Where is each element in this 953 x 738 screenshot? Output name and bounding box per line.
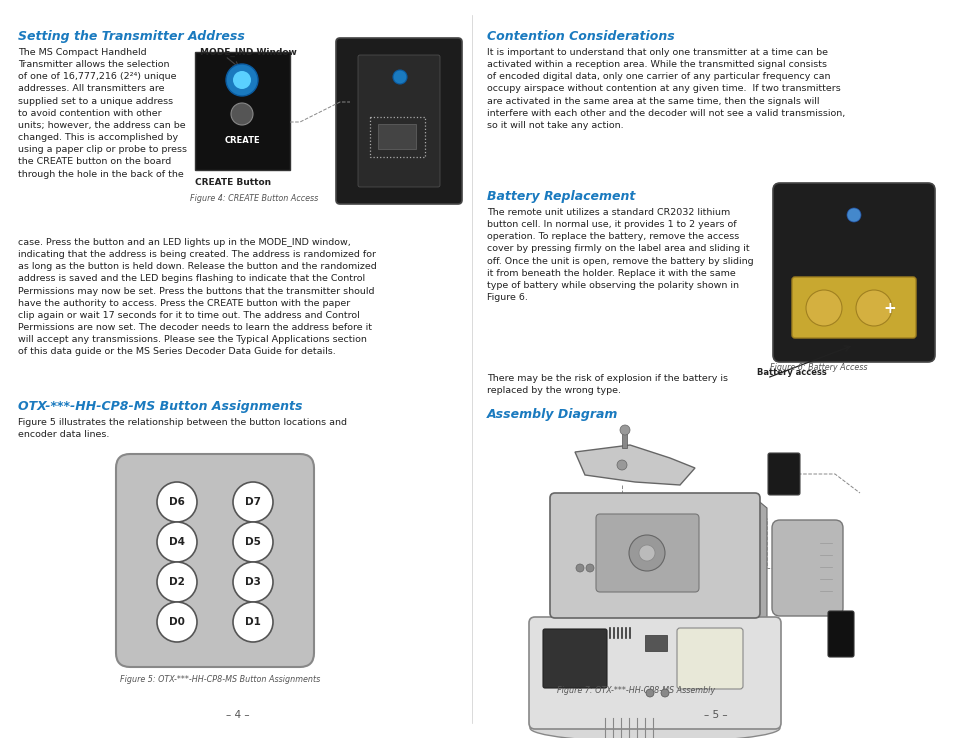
Circle shape — [231, 103, 253, 125]
FancyBboxPatch shape — [542, 629, 606, 688]
FancyBboxPatch shape — [791, 277, 915, 338]
Polygon shape — [575, 445, 695, 485]
Text: The MS Compact Handheld
Transmitter allows the selection
of one of 16,777,216 (2: The MS Compact Handheld Transmitter allo… — [18, 48, 187, 179]
Circle shape — [233, 482, 273, 522]
Circle shape — [233, 522, 273, 562]
Text: D2: D2 — [169, 577, 185, 587]
Text: Figure 6: Battery Access: Figure 6: Battery Access — [769, 363, 866, 372]
Circle shape — [157, 482, 196, 522]
Circle shape — [157, 522, 196, 562]
Text: D1: D1 — [245, 617, 261, 627]
Text: D5: D5 — [245, 537, 261, 547]
Polygon shape — [555, 613, 766, 623]
FancyBboxPatch shape — [772, 183, 934, 362]
Circle shape — [157, 562, 196, 602]
Text: +: + — [882, 300, 896, 316]
Text: – 5 –: – 5 – — [703, 710, 727, 720]
Circle shape — [393, 70, 407, 84]
FancyBboxPatch shape — [357, 55, 439, 187]
FancyBboxPatch shape — [771, 520, 842, 616]
Text: Assembly Diagram: Assembly Diagram — [486, 408, 618, 421]
Text: case. Press the button and an LED lights up in the MODE_IND window,
indicating t: case. Press the button and an LED lights… — [18, 238, 376, 356]
Polygon shape — [754, 498, 766, 623]
Circle shape — [157, 602, 196, 642]
FancyBboxPatch shape — [335, 38, 461, 204]
FancyBboxPatch shape — [827, 611, 853, 657]
Circle shape — [855, 290, 891, 326]
Text: CREATE Button: CREATE Button — [194, 178, 271, 187]
Circle shape — [576, 564, 583, 572]
Circle shape — [805, 290, 841, 326]
Circle shape — [846, 208, 861, 222]
Circle shape — [233, 71, 251, 89]
Text: – 4 –: – 4 – — [226, 710, 250, 720]
Ellipse shape — [530, 714, 780, 738]
Bar — [644, 635, 666, 651]
FancyBboxPatch shape — [550, 493, 760, 618]
Circle shape — [628, 535, 664, 571]
Text: Setting the Transmitter Address: Setting the Transmitter Address — [18, 30, 245, 43]
Text: CREATE: CREATE — [224, 136, 259, 145]
Text: There may be the risk of explosion if the battery is
replaced by the wrong type.: There may be the risk of explosion if th… — [486, 374, 727, 395]
Bar — [370, 117, 424, 157]
Text: Figure 5: OTX-***-HH-CP8-MS Button Assignments: Figure 5: OTX-***-HH-CP8-MS Button Assig… — [120, 675, 320, 684]
Text: D7: D7 — [245, 497, 261, 507]
Text: Battery access: Battery access — [757, 368, 826, 377]
Bar — [621, 430, 626, 448]
Text: Figure 4: CREATE Button Access: Figure 4: CREATE Button Access — [190, 194, 318, 203]
Circle shape — [585, 564, 594, 572]
Text: OTX-***-HH-CP8-MS Button Assignments: OTX-***-HH-CP8-MS Button Assignments — [18, 400, 302, 413]
Circle shape — [645, 689, 654, 697]
Text: It is important to understand that only one transmitter at a time can be
activat: It is important to understand that only … — [486, 48, 844, 130]
Text: Contention Considerations: Contention Considerations — [486, 30, 674, 43]
Circle shape — [619, 425, 629, 435]
Circle shape — [233, 602, 273, 642]
Circle shape — [639, 545, 655, 561]
FancyBboxPatch shape — [116, 454, 314, 667]
FancyBboxPatch shape — [596, 514, 699, 592]
Circle shape — [660, 689, 668, 697]
FancyBboxPatch shape — [529, 617, 781, 729]
FancyBboxPatch shape — [767, 453, 800, 495]
Circle shape — [226, 64, 257, 96]
Text: D6: D6 — [169, 497, 185, 507]
Text: Figure 5 illustrates the relationship between the button locations and
encoder d: Figure 5 illustrates the relationship be… — [18, 418, 347, 439]
Text: D0: D0 — [169, 617, 185, 627]
Text: D4: D4 — [169, 537, 185, 547]
Text: The remote unit utilizes a standard CR2032 lithium
button cell. In normal use, i: The remote unit utilizes a standard CR20… — [486, 208, 753, 302]
Bar — [377, 124, 416, 149]
Text: MODE_IND Window: MODE_IND Window — [200, 48, 296, 57]
Text: Battery Replacement: Battery Replacement — [486, 190, 635, 203]
Text: D3: D3 — [245, 577, 261, 587]
Circle shape — [617, 460, 626, 470]
FancyBboxPatch shape — [194, 52, 290, 170]
FancyBboxPatch shape — [677, 628, 742, 689]
Circle shape — [233, 562, 273, 602]
Text: Figure 7: OTX-***-HH-CP8-MS Assembly: Figure 7: OTX-***-HH-CP8-MS Assembly — [557, 686, 715, 695]
